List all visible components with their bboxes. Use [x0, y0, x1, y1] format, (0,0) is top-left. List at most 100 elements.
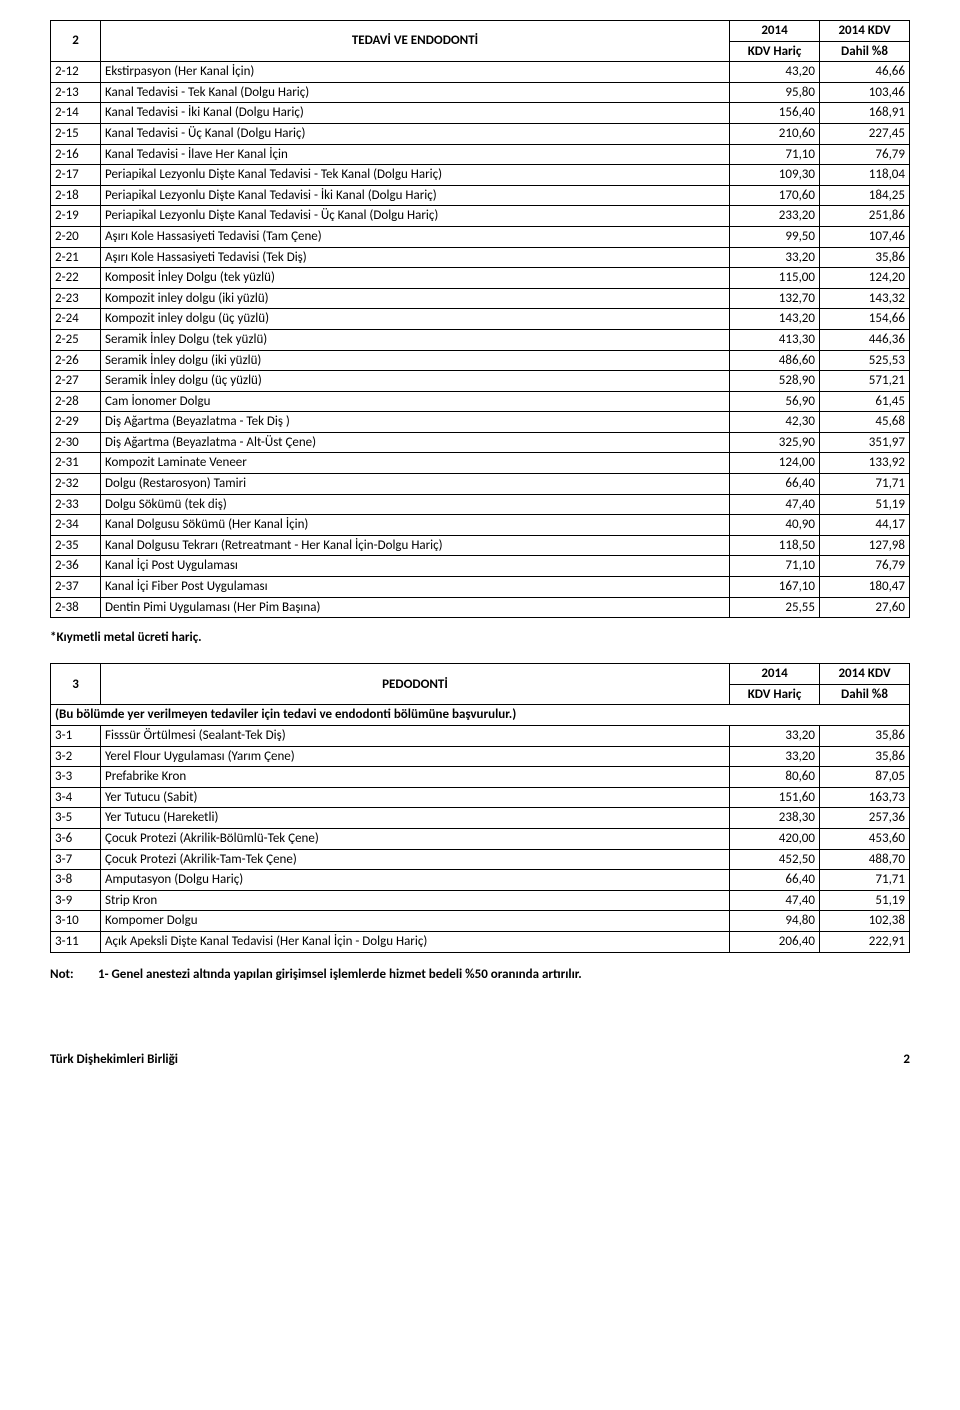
table-row: 3-9Strip Kron47,4051,19	[51, 890, 910, 911]
row-code: 2-20	[51, 226, 101, 247]
row-code: 2-13	[51, 82, 101, 103]
row-desc: Kompomer Dolgu	[101, 911, 730, 932]
row-desc: Kanal Tedavisi - İlave Her Kanal İçin	[101, 144, 730, 165]
row-v2: 51,19	[820, 890, 910, 911]
row-v2: 103,46	[820, 82, 910, 103]
page-footer: Türk Dişhekimleri Birliği 2	[50, 1052, 910, 1067]
section2-code: 2	[51, 21, 101, 62]
section3-col1-line1: 2014	[730, 664, 820, 685]
row-code: 3-6	[51, 828, 101, 849]
row-v1: 206,40	[730, 931, 820, 952]
row-desc: Kompozit inley dolgu (üç yüzlü)	[101, 309, 730, 330]
row-code: 2-36	[51, 556, 101, 577]
table-row: 2-25Seramik İnley Dolgu (tek yüzlü)413,3…	[51, 329, 910, 350]
table-row: 2-14Kanal Tedavisi - İki Kanal (Dolgu Ha…	[51, 103, 910, 124]
row-desc: Yerel Flour Uygulaması (Yarım Çene)	[101, 746, 730, 767]
row-code: 3-5	[51, 808, 101, 829]
row-v1: 124,00	[730, 453, 820, 474]
note1: *Kıymetli metal ücreti hariç.	[50, 630, 910, 645]
row-v1: 132,70	[730, 288, 820, 309]
row-v1: 115,00	[730, 268, 820, 289]
section3-col2-line2: Dahil %8	[820, 684, 910, 705]
table-row: 3-10Kompomer Dolgu94,80102,38	[51, 911, 910, 932]
row-code: 2-32	[51, 474, 101, 495]
row-v2: 453,60	[820, 828, 910, 849]
row-code: 2-18	[51, 185, 101, 206]
row-v1: 238,30	[730, 808, 820, 829]
row-v2: 35,86	[820, 247, 910, 268]
row-code: 2-19	[51, 206, 101, 227]
row-v2: 351,97	[820, 432, 910, 453]
row-v2: 107,46	[820, 226, 910, 247]
row-desc: Komposit İnley Dolgu (tek yüzlü)	[101, 268, 730, 289]
row-desc: Dolgu Sökümü (tek diş)	[101, 494, 730, 515]
row-v1: 43,20	[730, 62, 820, 83]
table-row: 2-36Kanal İçi Post Uygulaması71,1076,79	[51, 556, 910, 577]
table-row: 2-32Dolgu (Restarosyon) Tamiri66,4071,71	[51, 474, 910, 495]
row-v2: 124,20	[820, 268, 910, 289]
row-code: 2-23	[51, 288, 101, 309]
row-v2: 71,71	[820, 870, 910, 891]
row-desc: Kompozit inley dolgu (iki yüzlü)	[101, 288, 730, 309]
row-desc: Prefabrike Kron	[101, 767, 730, 788]
table-row: 3-5Yer Tutucu (Hareketli)238,30257,36	[51, 808, 910, 829]
table-row: 2-29Diş Ağartma (Beyazlatma - Tek Diş )4…	[51, 412, 910, 433]
row-v1: 33,20	[730, 726, 820, 747]
row-v2: 446,36	[820, 329, 910, 350]
row-code: 2-35	[51, 535, 101, 556]
row-code: 2-38	[51, 597, 101, 618]
row-desc: Yer Tutucu (Sabit)	[101, 787, 730, 808]
row-v1: 452,50	[730, 849, 820, 870]
section3-subhead: (Bu bölümde yer verilmeyen tedaviler içi…	[51, 705, 910, 726]
row-v2: 168,91	[820, 103, 910, 124]
table-row: 2-38Dentin Pimi Uygulaması (Her Pim Başı…	[51, 597, 910, 618]
row-v1: 71,10	[730, 556, 820, 577]
row-v1: 528,90	[730, 371, 820, 392]
row-code: 2-29	[51, 412, 101, 433]
row-v1: 420,00	[730, 828, 820, 849]
row-code: 2-16	[51, 144, 101, 165]
section3-title: PEDODONTİ	[101, 664, 730, 705]
table-row: 3-8Amputasyon (Dolgu Hariç)66,4071,71	[51, 870, 910, 891]
row-desc: Kompozit Laminate Veneer	[101, 453, 730, 474]
table-row: 2-27Seramik İnley dolgu (üç yüzlü)528,90…	[51, 371, 910, 392]
row-v1: 325,90	[730, 432, 820, 453]
row-v1: 94,80	[730, 911, 820, 932]
row-v2: 44,17	[820, 515, 910, 536]
row-v2: 35,86	[820, 746, 910, 767]
row-desc: Yer Tutucu (Hareketli)	[101, 808, 730, 829]
table-row: 2-16Kanal Tedavisi - İlave Her Kanal İçi…	[51, 144, 910, 165]
row-code: 3-8	[51, 870, 101, 891]
row-code: 2-26	[51, 350, 101, 371]
row-desc: Kanal Tedavisi - Tek Kanal (Dolgu Hariç)	[101, 82, 730, 103]
row-desc: Periapikal Lezyonlu Dişte Kanal Tedavisi…	[101, 206, 730, 227]
row-code: 2-21	[51, 247, 101, 268]
table-row: 2-21Aşırı Kole Hassasiyeti Tedavisi (Tek…	[51, 247, 910, 268]
row-v2: 251,86	[820, 206, 910, 227]
footer-left: Türk Dişhekimleri Birliği	[50, 1052, 178, 1067]
section2-table: 2 TEDAVİ VE ENDODONTİ 2014 2014 KDV KDV …	[50, 20, 910, 618]
row-code: 2-14	[51, 103, 101, 124]
row-desc: Ekstirpasyon (Her Kanal İçin)	[101, 62, 730, 83]
row-desc: Kanal Dolgusu Tekrarı (Retreatmant - Her…	[101, 535, 730, 556]
row-code: 2-25	[51, 329, 101, 350]
row-desc: Seramik İnley Dolgu (tek yüzlü)	[101, 329, 730, 350]
section3-table: 3 PEDODONTİ 2014 2014 KDV KDV Hariç Dahi…	[50, 663, 910, 952]
row-v2: 127,98	[820, 535, 910, 556]
row-v1: 109,30	[730, 165, 820, 186]
row-desc: Çocuk Protezi (Akrilik-Bölümlü-Tek Çene)	[101, 828, 730, 849]
section3-code: 3	[51, 664, 101, 705]
row-v1: 56,90	[730, 391, 820, 412]
table-row: 2-26Seramik İnley dolgu (iki yüzlü)486,6…	[51, 350, 910, 371]
section3-subhead-row: (Bu bölümde yer verilmeyen tedaviler içi…	[51, 705, 910, 726]
row-desc: Diş Ağartma (Beyazlatma - Alt-Üst Çene)	[101, 432, 730, 453]
row-v1: 80,60	[730, 767, 820, 788]
row-v1: 167,10	[730, 577, 820, 598]
row-desc: Seramik İnley dolgu (üç yüzlü)	[101, 371, 730, 392]
row-v1: 33,20	[730, 247, 820, 268]
row-v2: 76,79	[820, 556, 910, 577]
row-code: 3-9	[51, 890, 101, 911]
table-row: 3-6Çocuk Protezi (Akrilik-Bölümlü-Tek Çe…	[51, 828, 910, 849]
table-row: 2-30Diş Ağartma (Beyazlatma - Alt-Üst Çe…	[51, 432, 910, 453]
section2-col2-line2: Dahil %8	[820, 41, 910, 62]
